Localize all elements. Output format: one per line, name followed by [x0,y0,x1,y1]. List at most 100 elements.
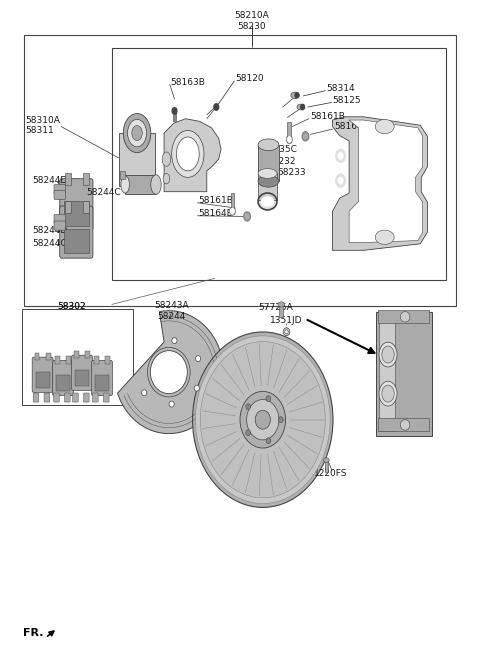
Polygon shape [349,120,423,242]
Circle shape [230,209,234,214]
Ellipse shape [278,417,283,422]
Bar [63,229,89,253]
Bar [84,201,89,213]
Ellipse shape [266,438,271,443]
Ellipse shape [200,342,325,498]
Ellipse shape [194,385,199,391]
Text: 58243A
58244: 58243A 58244 [154,301,189,321]
Bar [325,460,328,472]
Bar [378,310,429,323]
Ellipse shape [195,355,201,361]
FancyBboxPatch shape [54,393,59,402]
Ellipse shape [247,399,279,440]
Bar [65,173,71,185]
Circle shape [287,136,292,143]
Bar [230,193,234,213]
Bar [376,312,432,436]
FancyBboxPatch shape [54,191,65,200]
Text: 1351JD: 1351JD [270,316,302,325]
Ellipse shape [258,169,277,178]
Bar [85,351,90,359]
FancyBboxPatch shape [60,206,93,258]
Circle shape [303,134,307,139]
FancyBboxPatch shape [60,179,93,231]
Polygon shape [333,117,427,250]
FancyBboxPatch shape [72,393,78,402]
Ellipse shape [151,175,161,194]
FancyBboxPatch shape [54,214,65,223]
FancyBboxPatch shape [72,355,93,390]
Text: 58164E: 58164E [334,122,368,131]
FancyBboxPatch shape [92,361,112,396]
Text: 1220FS: 1220FS [314,468,348,478]
Ellipse shape [400,420,410,430]
Bar [120,171,125,179]
Bar [55,356,60,364]
Ellipse shape [246,404,251,409]
Bar [125,175,156,194]
Ellipse shape [246,430,251,436]
Ellipse shape [375,120,394,134]
Text: 58244C: 58244C [33,239,67,248]
Bar [119,133,155,187]
Circle shape [302,132,309,141]
Bar [279,304,283,317]
Bar [46,353,51,361]
Bar [66,356,71,364]
Ellipse shape [163,173,170,184]
Ellipse shape [123,114,151,152]
Ellipse shape [142,390,147,396]
Circle shape [295,93,299,98]
Bar [35,353,39,361]
Text: 58120: 58120 [235,74,264,83]
Ellipse shape [169,401,174,407]
Ellipse shape [172,131,204,177]
Ellipse shape [382,346,394,363]
Ellipse shape [258,139,279,150]
Circle shape [336,174,345,187]
FancyBboxPatch shape [53,361,73,396]
Text: 58244D: 58244D [33,226,68,235]
Text: 58164E: 58164E [198,209,232,217]
Ellipse shape [192,332,333,507]
Text: 58161B: 58161B [310,112,345,121]
Ellipse shape [128,120,146,147]
Bar [94,356,98,364]
FancyBboxPatch shape [103,393,109,402]
Text: 58232: 58232 [267,156,296,166]
FancyBboxPatch shape [84,393,89,402]
Ellipse shape [195,336,330,503]
Text: 58233: 58233 [277,168,306,177]
Ellipse shape [172,338,177,344]
Bar [65,201,71,213]
Ellipse shape [297,104,304,110]
Bar [258,145,279,181]
Polygon shape [164,119,221,192]
Ellipse shape [375,230,394,244]
Ellipse shape [261,196,274,207]
Text: 58125: 58125 [333,96,361,105]
FancyBboxPatch shape [44,393,50,402]
Text: 58411D: 58411D [225,374,260,384]
Ellipse shape [258,193,277,210]
Text: 57725A: 57725A [258,302,293,311]
Circle shape [336,149,345,162]
Circle shape [337,176,344,185]
Text: 58161B: 58161B [198,196,233,205]
Ellipse shape [132,125,142,141]
Bar [95,375,109,391]
Circle shape [172,108,177,114]
Ellipse shape [240,392,286,448]
FancyBboxPatch shape [32,357,53,392]
Text: 58310A
58311: 58310A 58311 [25,116,60,135]
Ellipse shape [278,302,285,307]
Bar [75,370,89,386]
FancyBboxPatch shape [33,393,39,402]
Circle shape [338,177,343,184]
FancyBboxPatch shape [64,393,70,402]
Ellipse shape [285,330,288,334]
Text: 58210A
58230: 58210A 58230 [235,11,269,31]
Ellipse shape [400,311,410,322]
Ellipse shape [379,342,397,367]
Text: 58302: 58302 [57,302,86,311]
